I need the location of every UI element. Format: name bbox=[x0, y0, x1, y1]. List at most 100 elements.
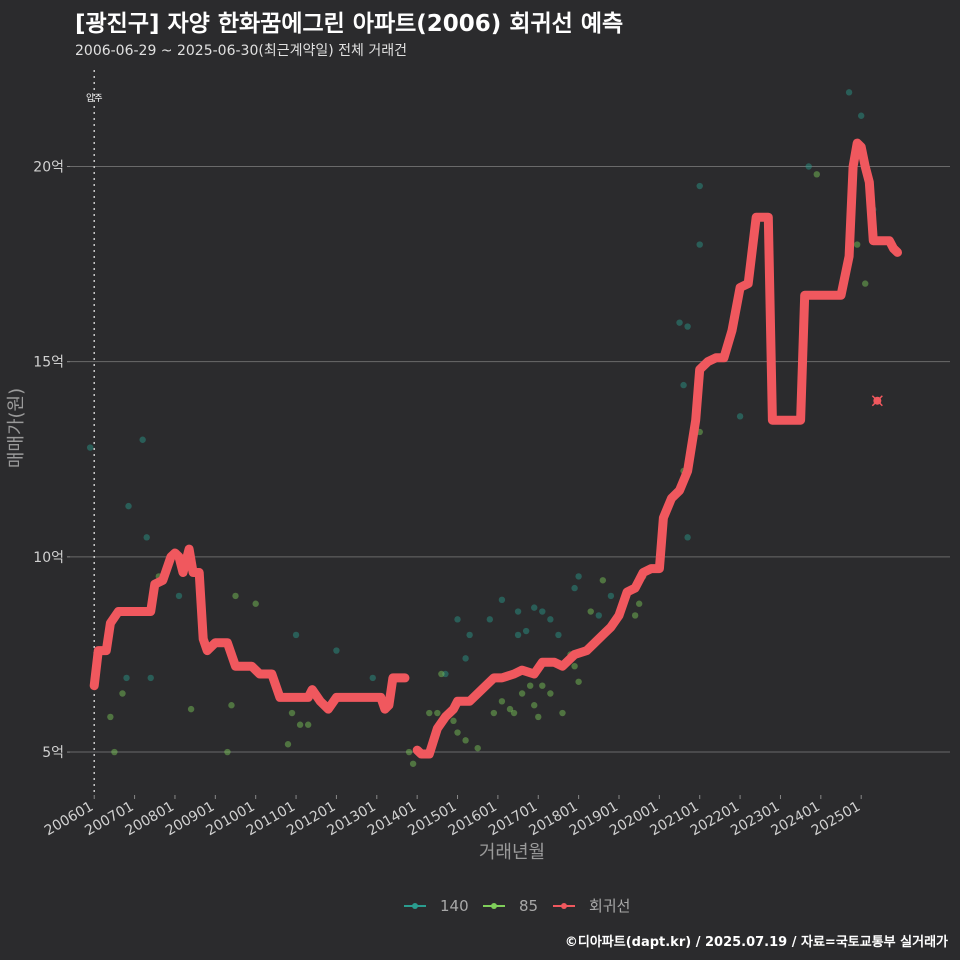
data-point bbox=[599, 577, 607, 584]
data-point bbox=[684, 323, 691, 330]
data-point bbox=[547, 690, 554, 697]
y-tick-label: 10억 bbox=[33, 550, 64, 566]
data-point bbox=[547, 616, 554, 623]
data-point bbox=[438, 670, 445, 678]
data-point bbox=[232, 592, 239, 600]
data-point bbox=[607, 592, 615, 600]
data-point bbox=[514, 608, 522, 615]
data-point bbox=[486, 616, 494, 623]
data-point bbox=[107, 713, 114, 721]
data-point bbox=[304, 721, 312, 728]
data-point bbox=[296, 721, 304, 728]
data-point bbox=[635, 600, 643, 607]
data-point bbox=[575, 573, 582, 580]
data-point bbox=[139, 436, 146, 443]
data-point bbox=[498, 596, 506, 604]
data-point bbox=[736, 413, 744, 420]
data-point bbox=[805, 163, 812, 170]
data-point bbox=[575, 678, 582, 685]
data-point bbox=[405, 748, 413, 756]
legend-swatch-dot bbox=[412, 903, 418, 909]
data-point bbox=[535, 713, 542, 721]
data-point bbox=[86, 444, 94, 451]
data-point bbox=[862, 280, 869, 287]
data-point bbox=[531, 604, 538, 611]
data-point bbox=[539, 608, 546, 615]
data-point bbox=[474, 744, 481, 752]
data-point bbox=[119, 690, 126, 697]
data-point bbox=[510, 709, 518, 717]
data-point bbox=[813, 171, 820, 178]
data-point bbox=[595, 612, 603, 619]
data-point bbox=[123, 674, 130, 682]
grid-lines bbox=[70, 165, 950, 753]
y-tick-label: 20억 bbox=[33, 159, 64, 175]
regression-line-segment bbox=[412, 138, 902, 759]
data-point bbox=[409, 760, 417, 767]
data-point bbox=[857, 112, 865, 119]
data-point bbox=[680, 381, 687, 389]
data-point bbox=[454, 729, 461, 736]
data-point bbox=[555, 631, 562, 639]
data-point bbox=[292, 631, 300, 639]
legend-swatch-dot bbox=[491, 903, 497, 909]
data-point bbox=[369, 674, 376, 682]
data-point bbox=[845, 89, 853, 96]
data-point bbox=[522, 627, 530, 635]
data-point bbox=[490, 709, 498, 717]
y-axis-label: 매매가(원) bbox=[6, 388, 27, 468]
data-point bbox=[252, 600, 259, 607]
data-point bbox=[111, 748, 118, 756]
data-point bbox=[696, 241, 703, 248]
scatter-points bbox=[86, 89, 877, 767]
data-point bbox=[587, 608, 594, 615]
legend-label: 140 bbox=[440, 897, 469, 915]
legend-label: 85 bbox=[519, 897, 538, 915]
data-point bbox=[147, 674, 154, 682]
latest-point-cross bbox=[871, 395, 883, 407]
data-point bbox=[143, 534, 150, 541]
regression-line bbox=[89, 138, 902, 759]
data-point bbox=[571, 584, 578, 592]
data-point bbox=[442, 670, 449, 678]
data-point bbox=[526, 682, 534, 689]
data-point bbox=[506, 705, 514, 713]
data-point bbox=[426, 709, 433, 717]
legend-swatch-dot bbox=[561, 903, 567, 909]
data-point bbox=[333, 647, 340, 654]
data-point bbox=[539, 682, 546, 689]
data-point bbox=[462, 655, 469, 662]
y-tick-label: 5억 bbox=[42, 745, 64, 761]
source-caption: ©디아파트(dapt.kr) / 2025.07.19 / 자료=국토교통부 실… bbox=[564, 935, 948, 950]
y-axis: 5억 10억 15억 20억 bbox=[33, 159, 70, 761]
data-point bbox=[187, 705, 195, 713]
data-point bbox=[684, 534, 691, 541]
data-point bbox=[571, 662, 578, 670]
data-point bbox=[454, 616, 461, 623]
data-point bbox=[559, 709, 566, 717]
chart-title: [광진구] 자양 한화꿈에그린 아파트(2006) 회귀선 예측 bbox=[75, 11, 624, 37]
data-point bbox=[531, 702, 538, 709]
data-point bbox=[676, 319, 683, 326]
x-axis-label: 거래년월 bbox=[479, 842, 545, 863]
data-point bbox=[518, 690, 526, 697]
data-point bbox=[462, 737, 469, 744]
data-point bbox=[224, 748, 231, 756]
x-axis: 2006012007012008012009012010012011012012… bbox=[42, 795, 863, 839]
data-point bbox=[514, 631, 522, 639]
data-point bbox=[125, 502, 132, 510]
data-point bbox=[498, 698, 506, 705]
move-in-annotation: 입주 bbox=[86, 70, 103, 795]
data-point bbox=[288, 709, 296, 717]
regression-line-segment bbox=[89, 544, 410, 714]
move-in-label: 입주 bbox=[86, 92, 103, 104]
legend: 140 85 회귀선 bbox=[404, 897, 630, 915]
data-point bbox=[450, 717, 457, 725]
data-point bbox=[853, 241, 861, 248]
data-point bbox=[284, 741, 292, 748]
data-point bbox=[175, 592, 183, 600]
legend-label: 회귀선 bbox=[589, 897, 630, 915]
data-point bbox=[228, 702, 235, 709]
y-tick-label: 15억 bbox=[33, 355, 64, 371]
